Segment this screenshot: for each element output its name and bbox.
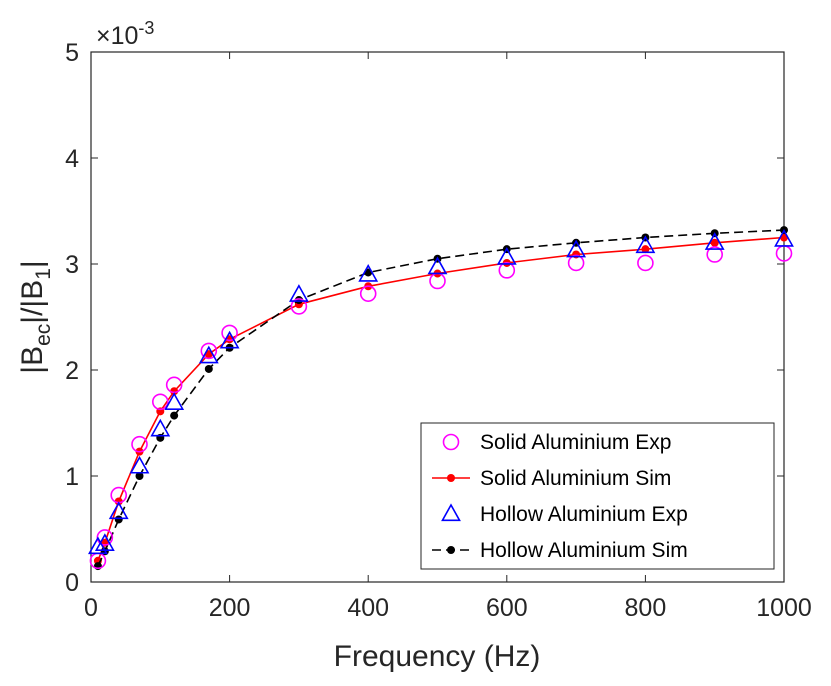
legend-label: Hollow Aluminium Sim	[480, 539, 688, 562]
data-point	[170, 411, 179, 420]
data-point	[496, 247, 517, 265]
data-point	[200, 342, 218, 360]
legend-marker	[447, 546, 455, 554]
data-point	[498, 262, 516, 279]
data-point	[359, 285, 377, 302]
legend-marker	[441, 503, 461, 522]
series-line	[97, 236, 785, 562]
data-point	[358, 263, 379, 282]
y-tick-label: 0	[65, 569, 79, 597]
y-title-part-3: |	[16, 260, 49, 268]
series-hollow-aluminium-exp	[88, 228, 794, 555]
data-point	[129, 455, 150, 474]
data-point	[221, 324, 238, 342]
legend-marker	[442, 433, 460, 451]
y-title-part-1: |B	[16, 346, 49, 374]
y-tick-label: 5	[65, 39, 79, 67]
legend-marker	[447, 474, 455, 482]
y-tick-label: 3	[65, 251, 79, 279]
data-point	[198, 345, 219, 364]
data-point	[774, 228, 794, 247]
x-axis-title: Frequency (Hz)	[334, 640, 541, 673]
y-exponent-power: -3	[138, 18, 154, 38]
legend-entry: Solid Aluminium Exp	[442, 431, 671, 454]
data-point	[94, 533, 115, 551]
y-tick-label: 1	[65, 463, 79, 491]
y-tick-label: 4	[65, 145, 79, 173]
y-tick-label: 2	[65, 357, 79, 385]
legend-entry: Hollow Aluminium Sim	[432, 539, 688, 562]
data-point	[290, 298, 308, 315]
tick-labels: 0 200 400 600 800 1000 0 1 2 3 4 5	[65, 39, 812, 622]
tick-marks	[90, 51, 785, 583]
data-point	[704, 232, 725, 250]
x-tick-label: 1000	[756, 594, 812, 622]
y-exponent-label: ×10-3	[96, 18, 154, 50]
legend-label: Solid Aluminium Sim	[480, 467, 671, 490]
data-point	[294, 296, 303, 305]
data-point	[88, 536, 108, 555]
data-point	[150, 418, 171, 437]
series-line	[97, 229, 785, 567]
data-point	[164, 392, 185, 410]
data-point	[637, 254, 654, 272]
data-point	[288, 284, 309, 302]
x-tick-label: 800	[625, 594, 667, 622]
data-point	[114, 515, 123, 524]
x-tick-label: 0	[84, 594, 98, 622]
data-point	[108, 501, 129, 520]
data-point	[152, 393, 169, 411]
data-point	[566, 239, 587, 258]
legend-label: Solid Aluminium Exp	[480, 431, 671, 454]
data-point	[135, 472, 144, 480]
data-point	[567, 254, 585, 272]
data-point	[641, 245, 650, 254]
data-point	[710, 238, 719, 247]
y-title-sub-1: ec	[32, 324, 55, 346]
y-title-part-2: |/|B	[16, 280, 49, 324]
x-tick-label: 400	[347, 594, 389, 622]
x-tick-label: 600	[486, 594, 528, 622]
legend-entry: Hollow Aluminium Exp	[441, 503, 688, 526]
series-layer	[88, 226, 794, 571]
legend-box	[420, 422, 775, 570]
legend: Solid Aluminium Exp Solid Aluminium Sim Ho…	[420, 422, 775, 570]
data-point	[427, 256, 448, 275]
data-point	[204, 364, 213, 373]
y-exponent-prefix: ×10	[96, 22, 138, 50]
data-point	[635, 235, 656, 254]
legend-entry: Solid Aluminium Sim	[432, 467, 671, 490]
data-point	[131, 435, 148, 453]
data-point	[170, 387, 179, 396]
data-point	[706, 246, 724, 263]
legend-label: Hollow Aluminium Exp	[480, 503, 688, 526]
y-title-sub-2: 1	[32, 268, 55, 280]
x-tick-label: 200	[209, 594, 251, 622]
y-axis-title: |Bec|/|B1|	[16, 260, 55, 373]
data-point	[219, 330, 240, 349]
